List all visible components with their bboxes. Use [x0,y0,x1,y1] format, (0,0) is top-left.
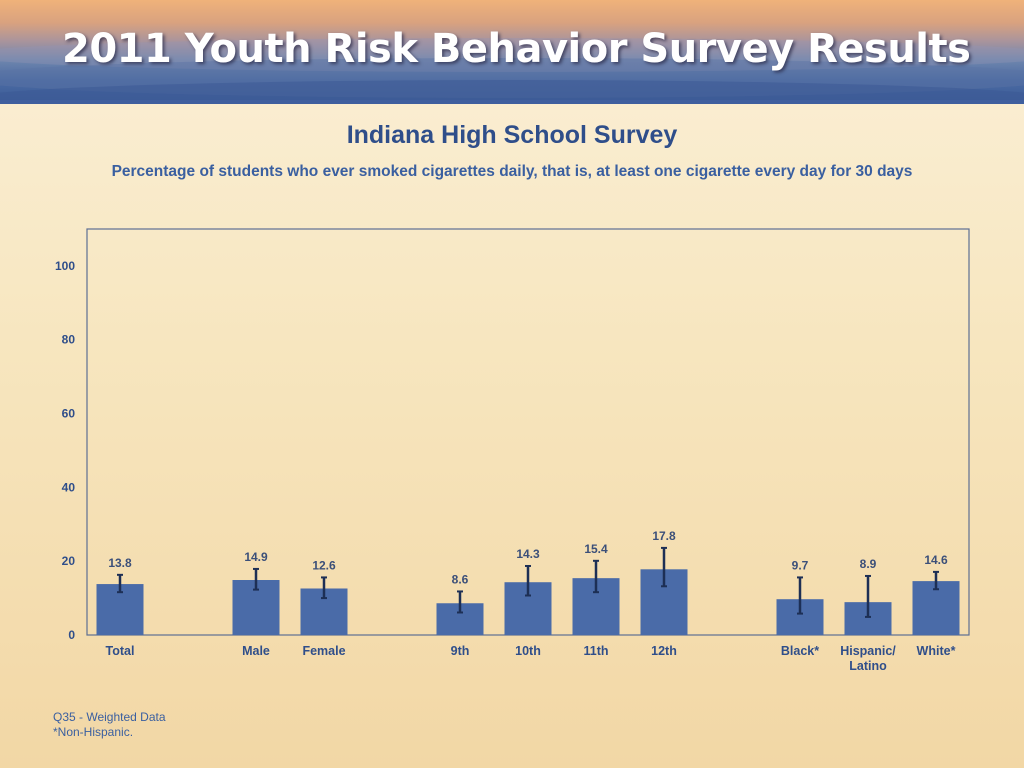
banner-ridge [0,80,1024,103]
y-tick-label: 100 [55,259,75,273]
data-label: 14.9 [244,550,268,564]
banner-title: 2011 Youth Risk Behavior Survey Results [62,26,971,72]
footnotes: Q35 - Weighted Data *Non-Hispanic. [53,710,166,740]
chart-subtitle: Percentage of students who ever smoked c… [111,163,913,180]
category-label: 12th [651,644,677,658]
data-label: 9.7 [792,558,809,572]
y-tick-label: 0 [68,628,75,642]
data-label: 14.3 [516,547,540,561]
category-label: Total [106,644,135,658]
y-tick-label: 40 [62,480,76,494]
footnote-weighted-data: Q35 - Weighted Data [53,710,166,724]
category-label: Black* [781,644,819,658]
y-tick-label: 60 [62,407,76,421]
data-label: 12.6 [312,558,336,572]
data-label: 17.8 [652,529,676,543]
category-label: Hispanic/Latino [840,644,896,673]
category-label: 9th [451,644,470,658]
y-tick-label: 80 [62,333,76,347]
banner-divider [0,100,1024,104]
y-tick-label: 20 [62,554,76,568]
data-label: 14.6 [924,553,948,567]
footnote-non-hispanic: *Non-Hispanic. [53,725,134,739]
data-label: 13.8 [108,556,132,570]
data-label: 8.9 [860,557,877,571]
header-banner: 2011 Youth Risk Behavior Survey Results [0,0,1024,103]
data-label: 8.6 [452,572,469,586]
banner-ridge [0,38,1024,72]
category-label: Female [302,644,345,658]
category-label: White* [917,644,956,658]
data-label: 15.4 [584,542,608,556]
category-label: 10th [515,644,541,658]
chart-title: Indiana High School Survey [346,121,678,149]
category-label: 11th [583,644,608,658]
category-label: Male [242,644,270,658]
